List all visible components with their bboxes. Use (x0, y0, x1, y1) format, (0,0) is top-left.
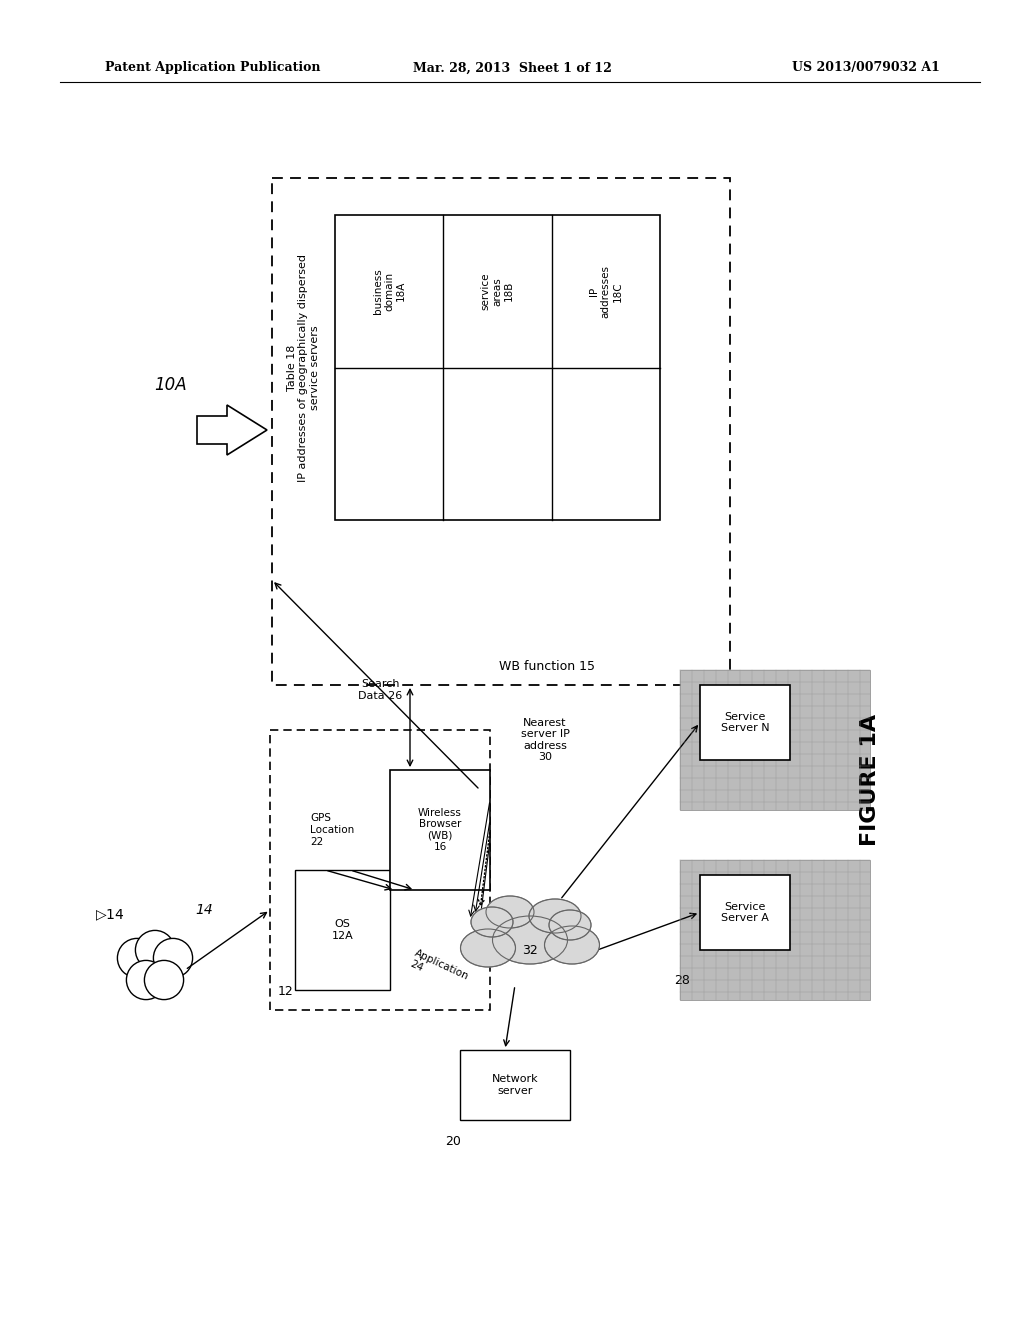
Text: Patent Application Publication: Patent Application Publication (105, 62, 321, 74)
Text: Search
Data 26: Search Data 26 (357, 680, 402, 701)
Text: Network
server: Network server (492, 1074, 539, 1096)
Text: IP
addresses
18C: IP addresses 18C (589, 265, 623, 318)
Ellipse shape (486, 896, 534, 928)
Text: FIGURE 1A: FIGURE 1A (860, 714, 880, 846)
Bar (700, 875, 790, 950)
Bar (270, 730, 490, 1010)
Bar (335, 215, 660, 520)
Text: WB function 15: WB function 15 (499, 660, 595, 673)
Bar (680, 671, 870, 810)
Ellipse shape (529, 899, 581, 933)
Bar (272, 178, 730, 685)
Bar (460, 1049, 570, 1119)
Text: 12: 12 (278, 985, 294, 998)
Text: OS
12A: OS 12A (332, 919, 353, 941)
Bar (700, 685, 790, 760)
Text: Mar. 28, 2013  Sheet 1 of 12: Mar. 28, 2013 Sheet 1 of 12 (413, 62, 611, 74)
Text: 28: 28 (674, 974, 690, 986)
Bar (680, 861, 870, 1001)
Text: US 2013/0079032 A1: US 2013/0079032 A1 (793, 62, 940, 74)
Text: 20: 20 (445, 1135, 461, 1148)
Text: 10A: 10A (155, 376, 187, 393)
Text: GPS
Location
22: GPS Location 22 (310, 813, 354, 846)
Circle shape (154, 939, 193, 978)
Text: 32: 32 (522, 944, 538, 957)
Text: business
domain
18A: business domain 18A (373, 268, 406, 314)
Circle shape (135, 931, 175, 970)
Bar (295, 870, 390, 990)
Text: Table 18
IP addresses of geographically dispersed
service servers: Table 18 IP addresses of geographically … (287, 253, 321, 482)
Circle shape (144, 961, 183, 999)
Text: $\triangleright$14: $\triangleright$14 (95, 907, 125, 923)
Text: Application
24: Application 24 (408, 948, 470, 993)
Text: Nearest
server IP
address
30: Nearest server IP address 30 (520, 718, 569, 763)
Text: Service
Server N: Service Server N (721, 711, 769, 734)
Ellipse shape (471, 907, 513, 937)
Circle shape (118, 939, 157, 978)
Circle shape (126, 961, 166, 999)
Ellipse shape (461, 929, 515, 968)
Text: service
areas
18B: service areas 18B (481, 272, 514, 310)
Ellipse shape (493, 916, 567, 964)
Ellipse shape (549, 909, 591, 940)
Ellipse shape (545, 927, 599, 964)
Text: 14: 14 (195, 903, 213, 917)
Text: Wireless
Browser
(WB)
16: Wireless Browser (WB) 16 (418, 808, 462, 853)
Text: Service
Server A: Service Server A (721, 902, 769, 923)
Polygon shape (197, 405, 267, 455)
Bar (390, 770, 490, 890)
